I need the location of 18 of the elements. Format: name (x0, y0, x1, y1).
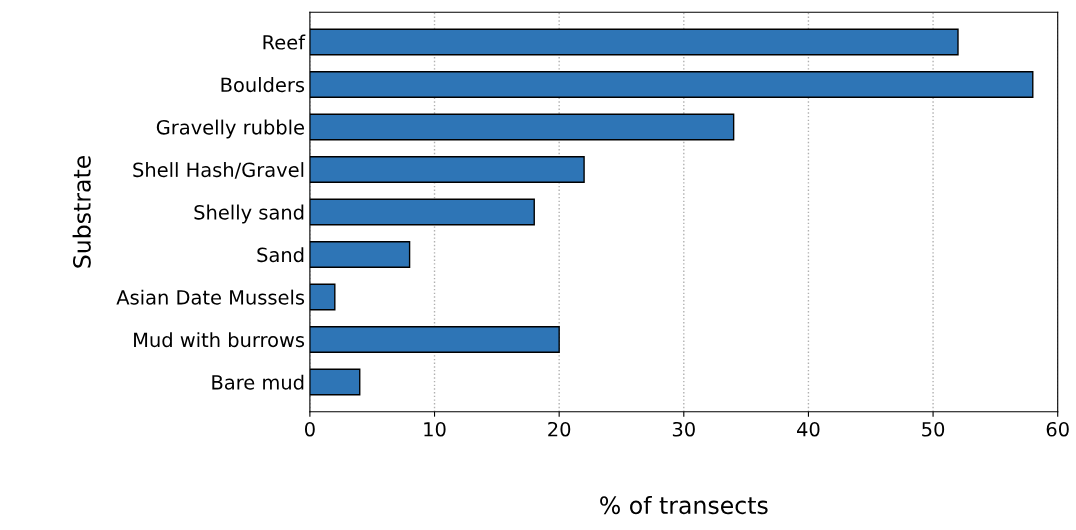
x-tick-label: 20 (548, 421, 571, 437)
y-tick-label: Sand (257, 247, 304, 263)
y-tick-label: Reef (263, 34, 306, 50)
x-tick-label: 30 (672, 421, 695, 437)
y-axis-title: Substrate (72, 156, 91, 268)
y-tick-label: Mud with burrows (134, 332, 305, 348)
y-tick-label: Gravelly rubble (156, 119, 304, 139)
y-tick-label: Shelly sand (194, 204, 304, 224)
x-tick-label: 50 (922, 421, 945, 437)
y-tick-label: Shell Hash/Gravel (133, 162, 304, 179)
x-axis-title: % of transects (600, 495, 768, 515)
y-tick-label: Asian Date Mussels (116, 289, 305, 305)
x-tick-label: 10 (424, 421, 446, 437)
y-tick-label: Boulders (221, 77, 305, 93)
x-tick-label: 40 (797, 421, 820, 437)
x-tick-label: 60 (1046, 421, 1069, 437)
y-tick-label: Bare mud (212, 374, 304, 390)
x-tick-label: 0 (304, 421, 315, 437)
